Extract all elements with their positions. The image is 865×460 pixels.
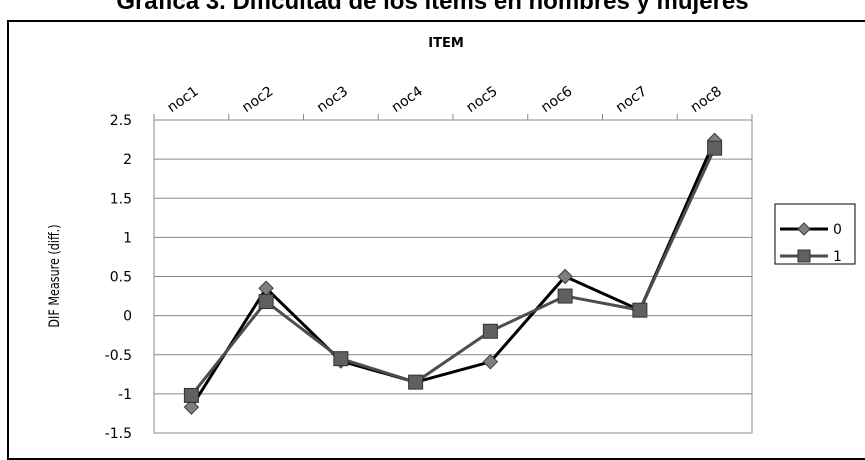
x-tick-label: noc8	[688, 83, 725, 116]
series-line-1	[191, 148, 714, 395]
x-tick-label: noc5	[464, 83, 501, 116]
x-axis-ticks	[154, 114, 752, 120]
data-point-1	[184, 388, 198, 402]
y-tick-label: -1.5	[105, 426, 132, 442]
x-tick-label: noc6	[538, 83, 575, 116]
dif-line-chart: 2.521.510.50-0.5-1-1.5 noc1 noc2 noc3 noc4 n…	[9, 22, 865, 447]
x-axis-tick-labels: noc1 noc2 noc3 noc4 noc5 noc6 noc7 noc8	[165, 83, 725, 116]
data-point-1	[409, 375, 423, 389]
y-tick-label: 0	[123, 309, 132, 325]
y-tick-label: -0.5	[105, 348, 132, 364]
series-line-0	[191, 140, 714, 407]
grid-lines	[154, 159, 752, 394]
y-axis-title: DIF Measure (diff.)	[46, 224, 63, 327]
x-tick-label: noc2	[239, 83, 276, 116]
y-axis-tick-labels: 2.5 2 1.5 1 0.5 0 -0.5 -1 -1.5	[105, 113, 132, 442]
x-tick-label: noc7	[613, 83, 650, 116]
page-title: Gráfica 3. Dificultad de los ítems en ho…	[0, 0, 865, 16]
y-tick-label: -1	[118, 387, 132, 403]
legend-label: 0	[833, 222, 842, 238]
chart-frame: 2.5 2 1.5 1 0.5 0 -0.5 -1 -1.5 noc1 noc2 noc3 noc4 n…	[7, 20, 865, 460]
series-group	[184, 133, 721, 414]
x-tick-label: noc1	[165, 83, 202, 116]
y-tick-label: 1	[123, 230, 132, 246]
data-point-1	[259, 295, 273, 309]
y-tick-label: 2.5	[110, 113, 132, 129]
data-point-1	[334, 352, 348, 366]
y-tick-label: 0.5	[110, 270, 132, 286]
data-point-1	[633, 303, 647, 317]
data-point-1	[483, 324, 497, 338]
y-tick-label: 1.5	[110, 191, 132, 207]
y-tick-label: 2	[123, 152, 132, 168]
legend-label: 1	[833, 249, 842, 265]
legend-marker-1	[798, 250, 810, 262]
data-point-1	[558, 289, 572, 303]
x-tick-label: noc4	[389, 83, 426, 116]
data-point-1	[708, 141, 722, 155]
x-axis-title: ITEM	[428, 36, 464, 51]
x-tick-label: noc3	[314, 83, 351, 116]
